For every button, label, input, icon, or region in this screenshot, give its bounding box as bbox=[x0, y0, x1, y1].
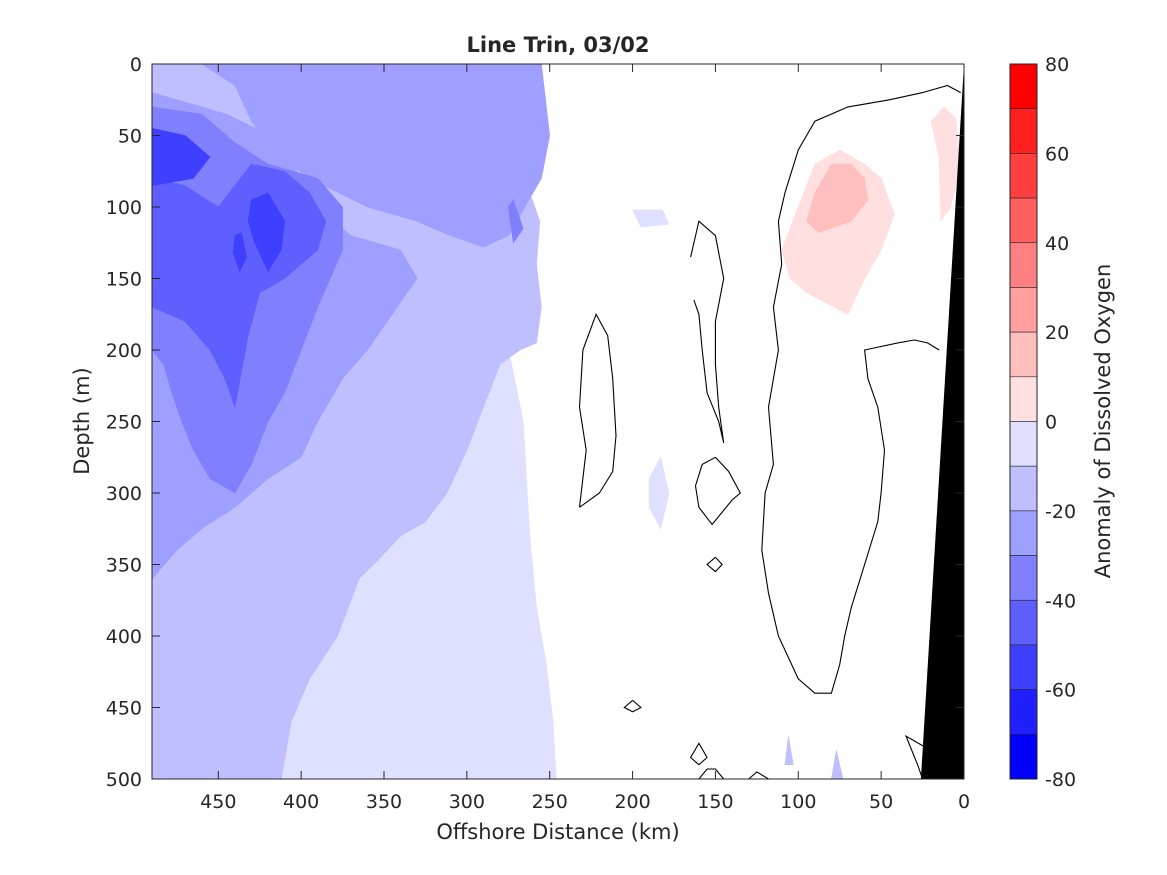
colorbar-band-10-to-20 bbox=[1009, 331, 1038, 378]
x-tick-label-0: 0 bbox=[958, 791, 970, 813]
y-tick-label-200: 200 bbox=[106, 340, 142, 362]
zero-contour-lines bbox=[578, 84, 961, 779]
y-tick-label-250: 250 bbox=[106, 412, 142, 434]
contour-region-level--60-2 bbox=[232, 232, 247, 273]
colorbar-tick-label--60: -60 bbox=[1045, 680, 1076, 702]
contour-region-level--10-2 bbox=[648, 456, 670, 530]
y-tick-label-400: 400 bbox=[106, 626, 142, 648]
y-tick-label-0: 0 bbox=[130, 54, 142, 76]
chart-title: Line Trin, 03/02 bbox=[466, 33, 649, 57]
x-tick-label-100: 100 bbox=[780, 791, 816, 813]
x-tick-label-450: 450 bbox=[200, 791, 236, 813]
colorbar-tick-label--20: -20 bbox=[1045, 501, 1076, 523]
contour-region-level--40-1 bbox=[507, 199, 524, 244]
contour-region-level--20-2 bbox=[784, 736, 794, 766]
zero-contour-line-0 bbox=[761, 84, 961, 694]
x-axis-label: Offshore Distance (km) bbox=[436, 820, 679, 844]
x-tick-label-300: 300 bbox=[449, 791, 485, 813]
colorbar-frame bbox=[1009, 63, 1038, 780]
colorbar-band--50-to--40 bbox=[1009, 599, 1038, 646]
contour-region-level-20-0 bbox=[806, 163, 869, 234]
colorbar-tick-label--40: -40 bbox=[1045, 590, 1076, 612]
colorbar-band--40-to--30 bbox=[1009, 555, 1038, 601]
colorbar-band-40-to-50 bbox=[1009, 197, 1038, 244]
colorbar-tick-label-40: 40 bbox=[1045, 233, 1069, 255]
colorbar-tick-label-60: 60 bbox=[1045, 143, 1069, 165]
land-mask-shape bbox=[920, 64, 964, 779]
contour-region-level--60-1 bbox=[247, 192, 285, 273]
zero-contour-line-7 bbox=[698, 768, 725, 779]
colorbar-ticks: 80 60 40 20 0 -20 -40 -60 -80 bbox=[1045, 54, 1076, 791]
colorbar-tick-label-20: 20 bbox=[1045, 322, 1069, 344]
y-tick-label-100: 100 bbox=[106, 197, 142, 219]
colorbar bbox=[1009, 63, 1038, 780]
zero-contour-line-2 bbox=[690, 220, 725, 444]
y-tick-label-50: 50 bbox=[118, 126, 142, 148]
colorbar-band--60-to--50 bbox=[1009, 644, 1038, 690]
zero-contour-line-4 bbox=[706, 556, 723, 573]
colorbar-band--30-to--20 bbox=[1009, 510, 1038, 556]
x-tick-label-250: 250 bbox=[532, 791, 568, 813]
colorbar-tick-label-80: 80 bbox=[1045, 54, 1069, 76]
colorbar-band--20-to--10 bbox=[1009, 465, 1038, 512]
contour-region-level--30-1 bbox=[152, 64, 551, 248]
colorbar-tick-label-0: 0 bbox=[1045, 412, 1057, 434]
y-tick-label-350: 350 bbox=[106, 555, 142, 577]
colorbar-band-60-to-70 bbox=[1009, 108, 1038, 154]
colorbar-band-50-to-60 bbox=[1009, 153, 1038, 199]
colorbar-band--10-to-0 bbox=[1009, 421, 1038, 467]
contour-region-level--10-1 bbox=[632, 209, 670, 228]
colorbar-band--70-to--60 bbox=[1009, 689, 1038, 735]
colorbar-band--80-to--70 bbox=[1009, 734, 1038, 780]
y-tick-label-450: 450 bbox=[106, 698, 142, 720]
colorbar-band-30-to-40 bbox=[1009, 242, 1038, 288]
y-axis-ticks: 0 50 100 150 200 250 300 350 400 450 500 bbox=[106, 54, 964, 791]
contour-fills bbox=[152, 64, 962, 779]
zero-contour-line-8 bbox=[748, 771, 769, 779]
x-tick-label-350: 350 bbox=[366, 791, 402, 813]
colorbar-band-70-to-80 bbox=[1009, 63, 1038, 109]
x-tick-label-400: 400 bbox=[283, 791, 319, 813]
colorbar-band-20-to-30 bbox=[1009, 287, 1038, 333]
x-tick-label-150: 150 bbox=[697, 791, 733, 813]
colorbar-tick-label--80: -80 bbox=[1045, 769, 1076, 791]
x-tick-label-200: 200 bbox=[614, 791, 650, 813]
y-tick-label-300: 300 bbox=[106, 483, 142, 505]
colorbar-band-0-to-10 bbox=[1009, 376, 1038, 422]
colorbar-label: Anomaly of Dissolved Oxygen bbox=[1091, 264, 1115, 579]
y-tick-label-500: 500 bbox=[106, 769, 142, 791]
land-mask bbox=[920, 64, 964, 779]
zero-contour-line-3 bbox=[694, 456, 741, 526]
zero-contour-line-6 bbox=[689, 742, 708, 766]
y-axis-label: Depth (m) bbox=[70, 367, 94, 474]
x-axis-ticks: 450 400 350 300 250 200 150 100 50 0 bbox=[200, 64, 970, 813]
y-tick-label-150: 150 bbox=[106, 269, 142, 291]
zero-contour-line-5 bbox=[623, 699, 642, 713]
contour-region-level--20-1 bbox=[831, 750, 844, 779]
contour-region-level--60-0 bbox=[152, 127, 211, 186]
plot-area bbox=[151, 63, 965, 780]
x-tick-label-50: 50 bbox=[869, 791, 893, 813]
zero-contour-line-1 bbox=[578, 312, 617, 508]
contour-region-level-10-1 bbox=[930, 106, 962, 223]
